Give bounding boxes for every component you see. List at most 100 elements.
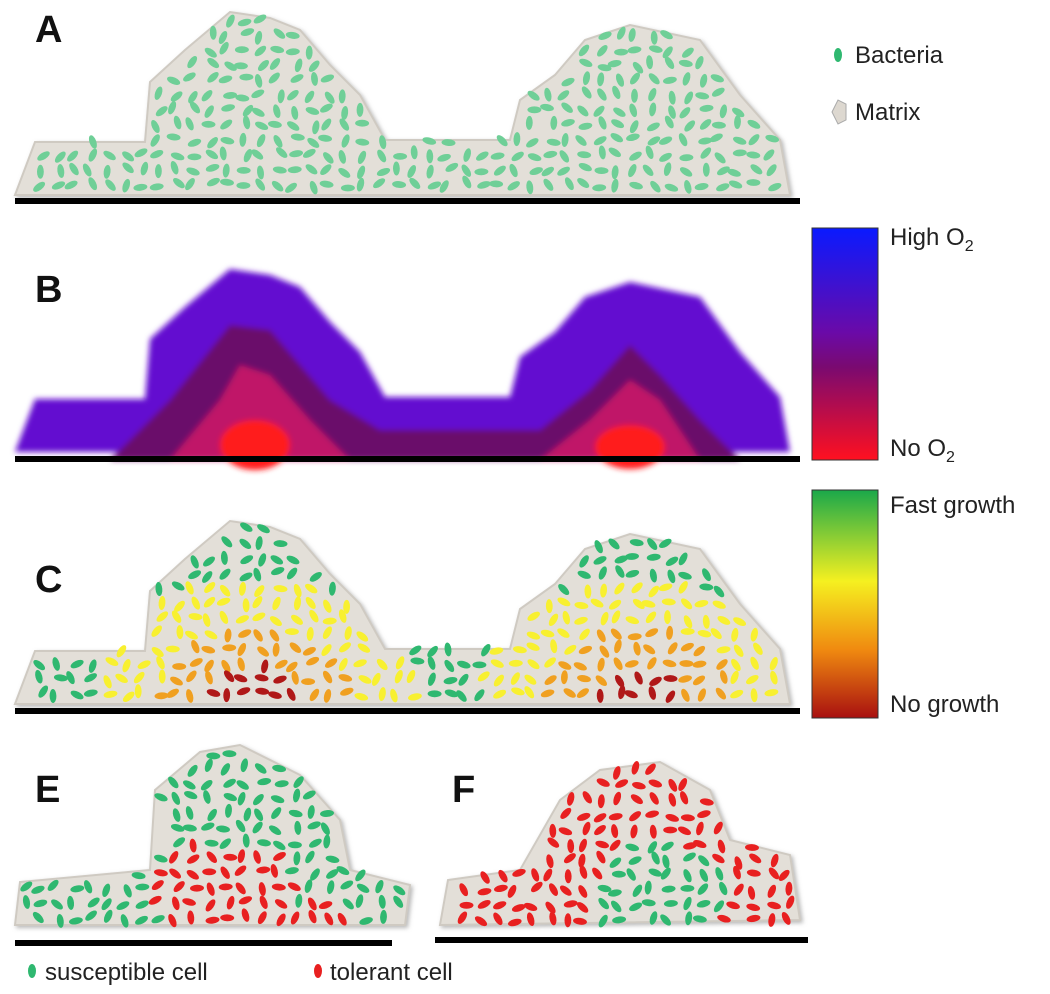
cell	[185, 630, 198, 640]
cell	[312, 120, 320, 135]
cell	[287, 841, 302, 849]
cell	[309, 609, 319, 623]
cell	[268, 825, 282, 836]
cell	[632, 782, 646, 790]
cell	[168, 776, 179, 789]
cell	[598, 116, 607, 130]
cell	[237, 791, 246, 806]
cell	[578, 44, 590, 57]
cell	[286, 687, 296, 701]
cell	[274, 659, 288, 669]
cell	[253, 850, 261, 864]
cell	[527, 611, 540, 621]
cell	[237, 849, 246, 863]
cell	[648, 45, 663, 53]
oxygen-map	[15, 269, 790, 470]
cell	[613, 766, 621, 780]
cell	[443, 677, 458, 685]
cell	[201, 645, 216, 654]
cell	[648, 87, 657, 102]
cell	[307, 137, 320, 148]
cell	[376, 658, 388, 671]
cell	[692, 675, 706, 686]
cell	[663, 675, 678, 682]
cell	[717, 914, 731, 923]
cell	[204, 582, 216, 593]
cell	[629, 72, 641, 85]
cell	[477, 671, 490, 682]
cell	[507, 181, 520, 191]
cell	[252, 596, 263, 609]
cell	[678, 59, 693, 67]
cell	[684, 120, 696, 132]
cell	[684, 180, 692, 194]
cell	[166, 688, 179, 698]
cell	[318, 901, 333, 910]
cell	[593, 813, 607, 823]
cell	[285, 31, 300, 39]
cell	[678, 675, 692, 683]
cell	[323, 599, 332, 613]
cell	[493, 165, 506, 176]
cell	[336, 866, 350, 876]
cell	[70, 885, 85, 893]
cell	[717, 615, 731, 625]
cell	[629, 103, 638, 118]
cell	[325, 855, 340, 863]
cell	[186, 670, 197, 683]
cell	[582, 71, 591, 86]
cell	[747, 119, 761, 129]
cell	[616, 26, 626, 40]
cell	[714, 152, 726, 164]
cell	[122, 658, 131, 673]
cell	[634, 671, 643, 685]
cell	[662, 854, 670, 869]
cell	[630, 824, 638, 839]
cell	[679, 154, 694, 162]
cell	[287, 166, 302, 174]
cell	[490, 152, 505, 160]
scale-text: Fast growth	[890, 492, 1015, 519]
cell	[202, 868, 217, 876]
cell	[271, 807, 282, 819]
cell	[474, 168, 489, 176]
cell	[422, 137, 437, 145]
cell	[291, 105, 299, 120]
cell	[493, 901, 507, 910]
cell	[183, 72, 196, 82]
cell	[594, 167, 609, 175]
cell	[226, 14, 235, 28]
cell	[221, 659, 231, 673]
cell	[83, 689, 98, 697]
cell	[632, 61, 644, 74]
cell	[561, 133, 569, 147]
cell	[698, 137, 713, 145]
cell	[239, 538, 252, 550]
cell	[168, 101, 177, 115]
cell	[577, 570, 591, 579]
cell	[444, 642, 452, 657]
cell	[190, 884, 204, 892]
cell	[578, 853, 586, 868]
cell	[324, 912, 334, 926]
cell	[70, 690, 84, 700]
cell	[574, 616, 588, 625]
cell	[286, 555, 300, 565]
cell	[173, 115, 182, 130]
cell	[356, 883, 370, 893]
cell	[67, 895, 75, 910]
cell	[557, 90, 570, 101]
cell	[710, 628, 722, 640]
cell	[131, 872, 146, 880]
cell	[238, 581, 247, 596]
cell	[614, 639, 622, 654]
cell	[664, 183, 679, 192]
cell	[474, 689, 485, 702]
cell	[301, 678, 316, 685]
cell	[630, 794, 643, 805]
cell	[512, 646, 527, 654]
cell	[557, 628, 570, 638]
cell	[683, 852, 696, 862]
cell	[678, 571, 692, 580]
cell	[272, 764, 287, 773]
